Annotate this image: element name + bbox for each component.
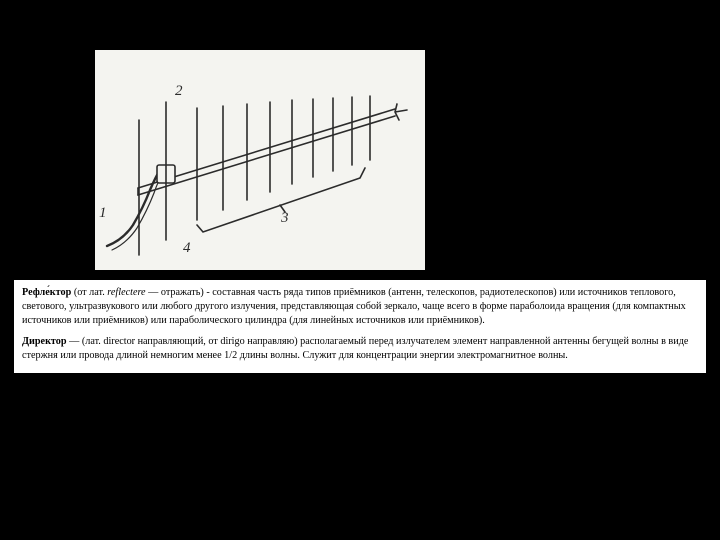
reflector-definition: Рефле́ктор (от лат. reflectere — отражат… <box>22 286 698 327</box>
diagram-label-4: 4 <box>183 240 191 257</box>
reflector-term: Рефле́ктор <box>22 287 71 298</box>
definitions-block: Рефле́ктор (от лат. reflectere — отражат… <box>14 280 706 373</box>
diagram-label-3: 3 <box>281 210 289 227</box>
diagram-label-1: 1 <box>99 205 107 222</box>
reflector-latin: reflectere <box>107 287 145 298</box>
director-body: — (лат. director направляющий, от dirigo… <box>22 336 688 361</box>
director-term: Директор <box>22 336 67 347</box>
director-definition: Директор — (лат. director направляющий, … <box>22 335 698 363</box>
antenna-diagram: 1 2 3 4 <box>95 50 425 270</box>
reflector-etym-prefix: (от лат. <box>71 287 107 298</box>
diagram-label-2: 2 <box>175 83 183 100</box>
